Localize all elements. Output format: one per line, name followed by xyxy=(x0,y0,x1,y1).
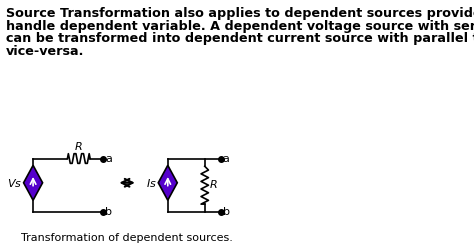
Text: a: a xyxy=(105,154,112,164)
Polygon shape xyxy=(158,165,177,200)
Text: $Vs$: $Vs$ xyxy=(7,177,22,189)
Text: b: b xyxy=(105,207,112,217)
Polygon shape xyxy=(24,165,43,200)
Text: R: R xyxy=(210,180,217,190)
Text: R: R xyxy=(75,142,82,152)
Text: can be transformed into dependent current source with parallel the resistor and: can be transformed into dependent curren… xyxy=(6,32,474,46)
Text: a: a xyxy=(223,154,229,164)
Text: b: b xyxy=(223,207,230,217)
Text: Source Transformation also applies to dependent sources provided we carefully: Source Transformation also applies to de… xyxy=(6,7,474,20)
Text: $Is$: $Is$ xyxy=(146,177,157,189)
Text: vice-versa.: vice-versa. xyxy=(6,45,84,58)
Text: Transformation of dependent sources.: Transformation of dependent sources. xyxy=(21,233,233,243)
Text: handle dependent variable. A dependent voltage source with series the resistor: handle dependent variable. A dependent v… xyxy=(6,20,474,33)
